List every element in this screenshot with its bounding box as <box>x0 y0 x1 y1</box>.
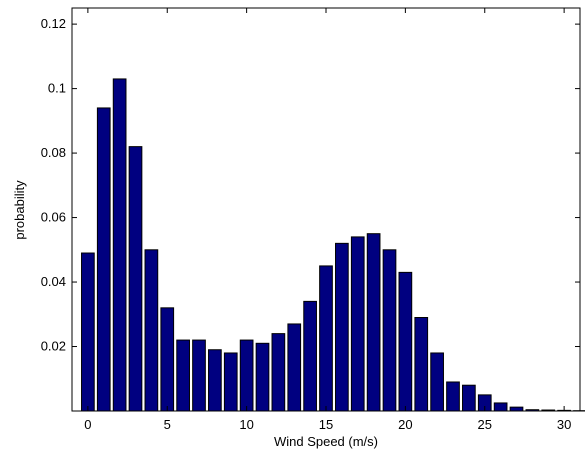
bar-14 <box>303 300 317 412</box>
y-ticks-group: 0.02 0.04 0.06 0.08 0.1 0.12 <box>41 16 580 354</box>
bar-3 <box>128 146 143 412</box>
bar-20 <box>398 271 413 412</box>
bar-19 <box>382 249 397 412</box>
bar-4 <box>144 249 159 412</box>
x-tick-label-5: 5 <box>164 417 171 432</box>
bar-8 <box>208 349 222 412</box>
bars-group <box>81 78 585 412</box>
bar-27 <box>509 406 524 412</box>
bar-24 <box>462 384 476 412</box>
x-tick-label-10: 10 <box>239 417 253 432</box>
bar-16 <box>335 242 349 412</box>
y-tick-label-0.1: 0.1 <box>48 81 66 96</box>
y-tick-label-0.12: 0.12 <box>41 16 66 31</box>
x-axis-label: Wind Speed (m/s) <box>274 434 378 449</box>
bar-17 <box>350 236 365 412</box>
y-tick-label-0.08: 0.08 <box>41 145 66 160</box>
bar-23 <box>446 381 460 412</box>
x-tick-label-0: 0 <box>84 417 91 432</box>
x-tick-label-30: 30 <box>557 417 571 432</box>
plot-frame <box>71 7 581 412</box>
bar-22 <box>430 352 444 412</box>
bar-15 <box>319 265 333 412</box>
bar-11 <box>255 342 270 412</box>
bar-9 <box>223 352 238 412</box>
bar-10 <box>239 339 254 412</box>
bar-0 <box>81 252 95 412</box>
bar-7 <box>192 339 206 412</box>
x-tick-label-20: 20 <box>398 417 412 432</box>
bar-5 <box>160 307 175 412</box>
bar-18 <box>366 233 381 412</box>
y-tick-label-0.06: 0.06 <box>41 210 66 225</box>
bar-12 <box>271 333 286 412</box>
bar-6 <box>176 339 190 412</box>
x-ticks-group: 0 5 10 15 20 25 30 <box>84 8 571 432</box>
x-tick-label-25: 25 <box>478 417 492 432</box>
y-tick-label-0.02: 0.02 <box>41 339 66 354</box>
y-axis-label: probability <box>12 180 27 240</box>
y-tick-label-0.04: 0.04 <box>41 274 66 289</box>
bar-21 <box>414 317 429 412</box>
bar-1 <box>96 107 111 412</box>
bar-13 <box>287 323 302 412</box>
bar-2 <box>112 78 127 412</box>
bar-26 <box>493 402 508 412</box>
x-tick-label-15: 15 <box>319 417 333 432</box>
